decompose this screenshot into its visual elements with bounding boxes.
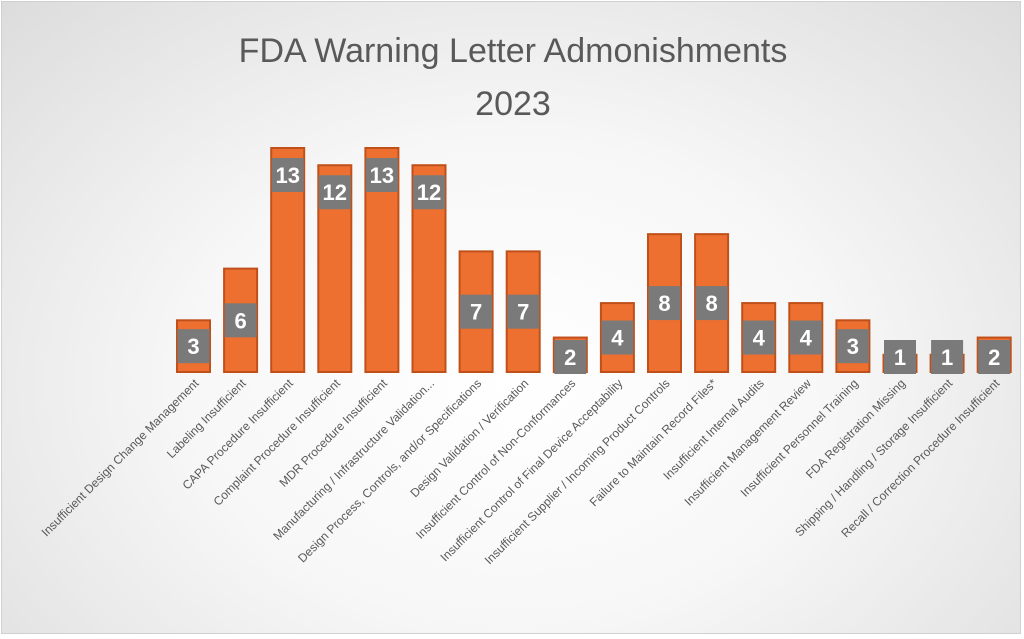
data-label-14: 3: [847, 334, 859, 359]
data-label-7: 7: [517, 300, 529, 325]
data-label-box-12: [742, 320, 775, 355]
data-label-box-8: [554, 340, 587, 374]
category-label-0: Insufficient Design Change Management: [39, 376, 203, 540]
data-label-box-10: [648, 286, 681, 321]
data-label-1: 6: [234, 308, 246, 333]
data-label-11: 8: [705, 291, 717, 316]
data-label-box-4: [365, 158, 398, 192]
data-label-8: 2: [564, 345, 576, 370]
data-label-10: 8: [658, 291, 670, 316]
data-label-0: 3: [187, 334, 199, 359]
data-label-2: 13: [275, 163, 299, 188]
data-label-box-11: [695, 286, 728, 321]
data-label-4: 13: [370, 163, 394, 188]
data-label-5: 12: [417, 180, 441, 205]
data-label-16: 1: [941, 345, 953, 370]
data-label-box-5: [413, 175, 445, 210]
data-label-box-15: [884, 340, 916, 374]
data-label-13: 4: [800, 326, 813, 351]
data-label-box-1: [224, 303, 257, 338]
data-label-box-3: [318, 175, 351, 210]
data-label-box-2: [271, 158, 304, 192]
data-label-box-7: [507, 294, 540, 329]
data-label-box-0: [177, 329, 210, 364]
chart-subtitle: 2023: [475, 85, 551, 123]
data-label-15: 1: [894, 345, 906, 370]
data-label-3: 12: [323, 180, 347, 205]
data-label-17: 2: [988, 345, 1000, 370]
data-label-12: 4: [753, 326, 766, 351]
data-label-box-16: [931, 340, 964, 374]
data-label-box-6: [460, 294, 493, 329]
category-labels-group: Insufficient Design Change ManagementLab…: [39, 376, 1003, 567]
data-label-box-14: [836, 329, 869, 364]
category-label-1: Labeling Insufficient: [164, 376, 249, 461]
data-label-box-9: [601, 320, 634, 355]
data-label-9: 4: [611, 326, 624, 351]
data-label-box-17: [978, 340, 1011, 374]
data-label-box-13: [789, 320, 822, 355]
chart-title: FDA Warning Letter Admonishments: [239, 32, 788, 70]
data-label-6: 7: [470, 300, 482, 325]
